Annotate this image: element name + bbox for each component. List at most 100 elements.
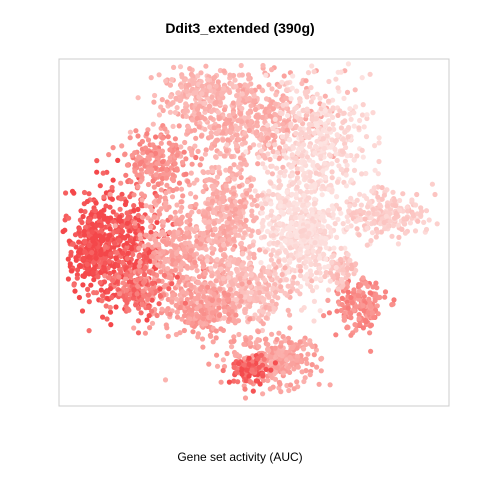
data-point <box>314 270 320 276</box>
data-point <box>364 225 370 231</box>
data-point <box>181 327 187 334</box>
data-point <box>151 184 157 190</box>
data-point <box>247 145 253 151</box>
data-point <box>170 187 176 194</box>
data-point <box>185 319 191 326</box>
data-point <box>182 139 188 146</box>
data-point <box>274 128 280 134</box>
data-point <box>314 214 320 220</box>
data-point <box>237 275 243 282</box>
data-point <box>294 184 300 190</box>
data-point <box>317 265 323 271</box>
data-point <box>176 123 182 129</box>
data-point <box>109 294 115 301</box>
data-point <box>389 233 395 239</box>
data-point <box>136 245 142 251</box>
data-point <box>202 106 208 112</box>
data-point <box>216 123 222 129</box>
data-point <box>242 386 248 392</box>
data-point <box>259 210 265 216</box>
data-point <box>293 123 299 129</box>
data-point <box>154 312 160 319</box>
data-point <box>231 334 237 340</box>
data-point <box>298 135 304 141</box>
data-point <box>335 216 341 222</box>
data-point <box>169 77 175 83</box>
data-point <box>235 260 241 266</box>
data-point <box>273 301 279 307</box>
data-point <box>218 266 224 272</box>
data-point <box>314 364 320 370</box>
data-point <box>149 253 155 260</box>
data-point <box>282 168 288 174</box>
data-point <box>297 214 303 221</box>
data-point <box>71 282 77 288</box>
data-point <box>326 152 333 158</box>
data-point <box>155 254 161 260</box>
data-point <box>154 193 160 199</box>
data-point <box>268 354 274 360</box>
data-point <box>170 172 176 178</box>
data-point <box>149 207 155 214</box>
data-point <box>162 126 168 132</box>
data-point <box>167 101 173 107</box>
data-point <box>101 194 107 200</box>
data-point <box>234 93 240 99</box>
data-point <box>103 303 109 309</box>
data-point <box>308 284 314 290</box>
data-point <box>166 274 172 280</box>
data-point <box>268 180 274 186</box>
data-point <box>188 248 194 254</box>
data-point <box>68 252 74 258</box>
data-point <box>237 83 243 89</box>
data-point <box>198 299 204 305</box>
data-point <box>399 226 405 232</box>
data-point <box>163 322 169 328</box>
data-point <box>243 162 249 168</box>
data-point <box>326 98 332 104</box>
data-point <box>273 92 279 98</box>
data-point <box>307 338 313 344</box>
data-point <box>110 278 116 284</box>
data-point <box>353 218 359 224</box>
data-point <box>256 344 262 350</box>
data-point <box>101 266 107 272</box>
data-point <box>265 268 271 274</box>
data-point <box>229 292 235 298</box>
data-point <box>119 143 125 149</box>
data-point <box>106 152 112 158</box>
data-point <box>325 287 332 293</box>
data-point <box>263 336 269 342</box>
data-point <box>203 246 209 252</box>
data-point <box>141 243 147 249</box>
data-point <box>235 318 242 324</box>
data-point <box>155 181 161 187</box>
data-point <box>305 278 311 284</box>
data-point <box>266 82 272 88</box>
data-point <box>323 269 329 276</box>
data-point <box>212 226 218 232</box>
data-point <box>233 312 239 318</box>
data-point <box>190 329 196 335</box>
data-point <box>231 317 237 323</box>
data-point <box>80 213 86 220</box>
data-point <box>318 153 324 159</box>
data-point <box>217 99 223 105</box>
data-point <box>423 226 430 233</box>
data-point <box>354 197 360 203</box>
data-point <box>100 314 106 320</box>
data-point <box>283 249 289 255</box>
data-point <box>239 271 245 277</box>
data-point <box>303 134 309 140</box>
data-point <box>127 135 133 141</box>
data-point <box>121 234 127 240</box>
data-point <box>86 191 92 197</box>
data-point <box>291 386 297 392</box>
data-point <box>147 258 153 264</box>
data-point <box>160 107 166 114</box>
data-point <box>70 241 76 247</box>
data-point <box>362 318 369 324</box>
data-point <box>258 352 264 358</box>
data-point <box>265 342 271 348</box>
data-point <box>309 223 315 229</box>
